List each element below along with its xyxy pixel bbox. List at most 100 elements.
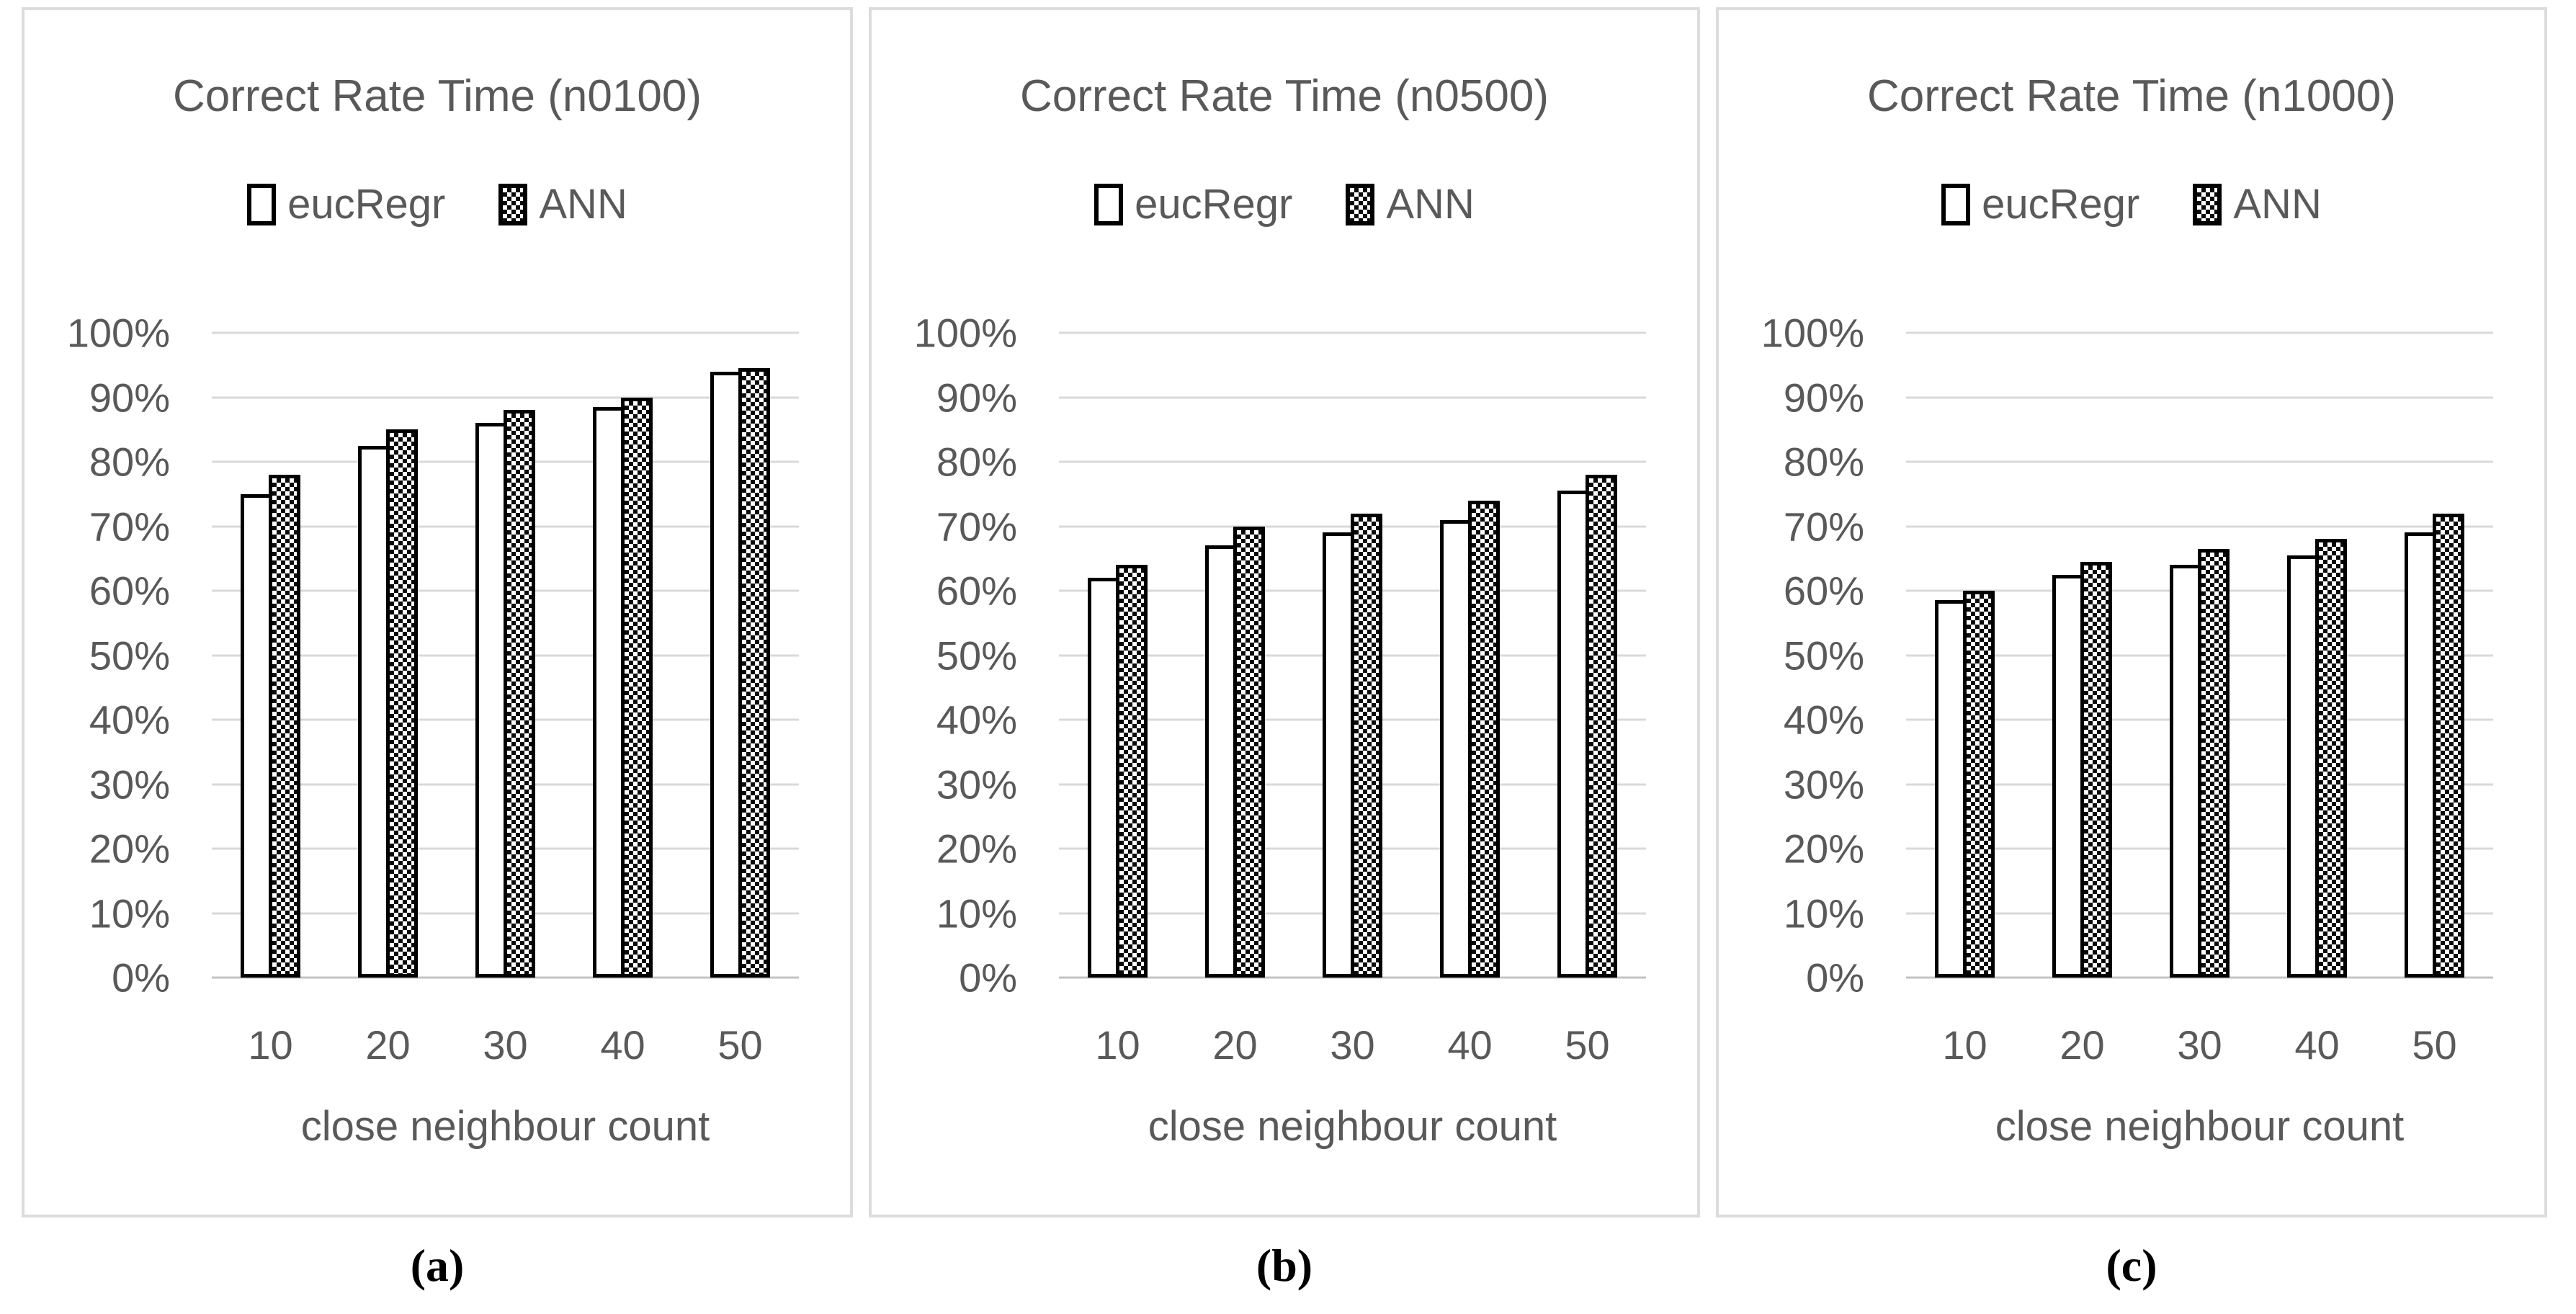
y-tick-30pct: 30% bbox=[89, 761, 170, 807]
y-tick-30pct: 30% bbox=[936, 761, 1017, 807]
gridline bbox=[1906, 525, 2493, 527]
bar-group-40 bbox=[564, 333, 681, 978]
gridline bbox=[212, 331, 799, 334]
x-tick-40: 40 bbox=[2294, 1022, 2340, 1068]
gridline bbox=[1906, 331, 2493, 334]
bar-ann-40 bbox=[621, 397, 653, 978]
bar-group-30 bbox=[447, 333, 564, 978]
x-tick-50: 50 bbox=[717, 1022, 763, 1068]
x-tick-30: 30 bbox=[483, 1022, 528, 1068]
x-axis-line bbox=[1906, 976, 2493, 979]
bar-ann-30 bbox=[2198, 548, 2230, 978]
y-tick-0pct: 0% bbox=[112, 955, 170, 1001]
legend-item-ann: ANN bbox=[1346, 180, 1475, 228]
gridline bbox=[212, 396, 799, 398]
bar-ann-10 bbox=[1116, 565, 1148, 978]
x-tick-20: 20 bbox=[2060, 1022, 2105, 1068]
y-tick-0pct: 0% bbox=[1806, 955, 1864, 1001]
y-tick-0pct: 0% bbox=[959, 955, 1017, 1001]
y-tick-70pct: 70% bbox=[89, 504, 170, 549]
bar-eucregr-10 bbox=[241, 493, 272, 978]
legend-swatch-ann-icon bbox=[498, 183, 528, 225]
x-tick-20: 20 bbox=[1212, 1022, 1258, 1068]
legend-swatch-ann-icon bbox=[1346, 183, 1375, 225]
bar-ann-20 bbox=[386, 429, 418, 978]
bar-eucregr-10 bbox=[1935, 600, 1967, 978]
bar-ann-50 bbox=[738, 368, 770, 978]
legend-swatch-ann-icon bbox=[2193, 183, 2222, 225]
y-tick-90pct: 90% bbox=[936, 375, 1017, 420]
bar-eucregr-40 bbox=[1440, 519, 1472, 978]
chart-title: Correct Rate Time (n0500) bbox=[1020, 71, 1549, 121]
bar-eucregr-40 bbox=[593, 406, 625, 978]
gridline bbox=[1059, 460, 1646, 463]
y-tick-10pct: 10% bbox=[89, 890, 170, 936]
bar-eucregr-50 bbox=[2405, 532, 2436, 978]
bar-eucregr-20 bbox=[1205, 545, 1237, 978]
y-tick-20pct: 20% bbox=[89, 826, 170, 872]
legend-item-ann: ANN bbox=[498, 180, 627, 228]
x-tick-labels: 10 20 30 40 50 bbox=[1906, 1022, 2493, 1068]
y-axis: 100% 90% 80% 70% 60% 50% 40% 30% 20% 10% 0% bbox=[872, 310, 1017, 1001]
bar-group-30 bbox=[1294, 333, 1411, 978]
bar-group-10 bbox=[1906, 333, 2023, 978]
gridline bbox=[1059, 331, 1646, 334]
legend-label: eucRegr bbox=[1982, 181, 2140, 228]
y-tick-50pct: 50% bbox=[89, 633, 170, 678]
x-tick-50: 50 bbox=[1565, 1022, 1610, 1068]
y-axis: 100% 90% 80% 70% 60% 50% 40% 30% 20% 10% 0% bbox=[1719, 310, 1864, 1001]
bar-group-20 bbox=[1176, 333, 1294, 978]
chart-legend: eucRegr ANN bbox=[24, 180, 850, 228]
figure-caption-a: (a) bbox=[410, 1240, 465, 1291]
x-tick-10: 10 bbox=[248, 1022, 293, 1068]
y-tick-80pct: 80% bbox=[89, 439, 170, 485]
x-axis-title: close neighbour count bbox=[1995, 1103, 2405, 1150]
legend-label: ANN bbox=[1386, 181, 1475, 228]
y-tick-100pct: 100% bbox=[1761, 310, 1864, 356]
y-tick-10pct: 10% bbox=[1783, 890, 1864, 936]
x-tick-40: 40 bbox=[1447, 1022, 1493, 1068]
y-tick-10pct: 10% bbox=[936, 890, 1017, 936]
bar-ann-40 bbox=[1468, 500, 1500, 978]
bar-groups bbox=[212, 333, 799, 978]
bar-group-20 bbox=[329, 333, 447, 978]
y-tick-100pct: 100% bbox=[913, 310, 1017, 356]
bar-ann-50 bbox=[1586, 474, 1617, 978]
bar-eucregr-50 bbox=[1557, 491, 1589, 978]
x-tick-10: 10 bbox=[1095, 1022, 1140, 1068]
bar-groups bbox=[1906, 333, 2493, 978]
chart-panel-c: Correct Rate Time (n1000) eucRegr ANN 100% 9… bbox=[1716, 7, 2547, 1217]
bar-eucregr-10 bbox=[1088, 578, 1119, 978]
x-axis-title: close neighbour count bbox=[1148, 1103, 1557, 1150]
bar-group-10 bbox=[212, 333, 329, 978]
legend-item-eucregr: eucRegr bbox=[1094, 180, 1292, 228]
bar-ann-10 bbox=[269, 474, 300, 978]
chart-panel-b: Correct Rate Time (n0500) eucRegr ANN 100% 9… bbox=[869, 7, 1700, 1217]
bar-ann-10 bbox=[1963, 591, 1995, 978]
gridline bbox=[1906, 460, 2493, 463]
bar-eucregr-40 bbox=[2287, 555, 2319, 978]
y-tick-80pct: 80% bbox=[936, 439, 1017, 485]
y-tick-60pct: 60% bbox=[936, 568, 1017, 614]
y-tick-50pct: 50% bbox=[1783, 633, 1864, 678]
y-tick-100pct: 100% bbox=[66, 310, 170, 356]
plot-area bbox=[1059, 331, 1646, 979]
y-tick-40pct: 40% bbox=[936, 697, 1017, 743]
x-axis-title: close neighbour count bbox=[300, 1103, 710, 1150]
x-tick-10: 10 bbox=[1942, 1022, 1987, 1068]
y-tick-20pct: 20% bbox=[1783, 826, 1864, 872]
bar-eucregr-30 bbox=[475, 423, 507, 978]
y-axis: 100% 90% 80% 70% 60% 50% 40% 30% 20% 10% 0% bbox=[24, 310, 170, 1001]
x-tick-40: 40 bbox=[600, 1022, 645, 1068]
legend-item-eucregr: eucRegr bbox=[247, 180, 445, 228]
legend-label: eucRegr bbox=[1135, 181, 1293, 228]
bar-eucregr-30 bbox=[1323, 532, 1354, 978]
bar-group-40 bbox=[2258, 333, 2376, 978]
bar-eucregr-30 bbox=[2170, 565, 2201, 978]
x-tick-labels: 10 20 30 40 50 bbox=[212, 1022, 799, 1068]
figure-caption-c: (c) bbox=[2106, 1240, 2157, 1291]
plot-area bbox=[1906, 331, 2493, 979]
bar-group-40 bbox=[1411, 333, 1529, 978]
plot-area bbox=[212, 331, 799, 979]
y-tick-90pct: 90% bbox=[1783, 375, 1864, 420]
